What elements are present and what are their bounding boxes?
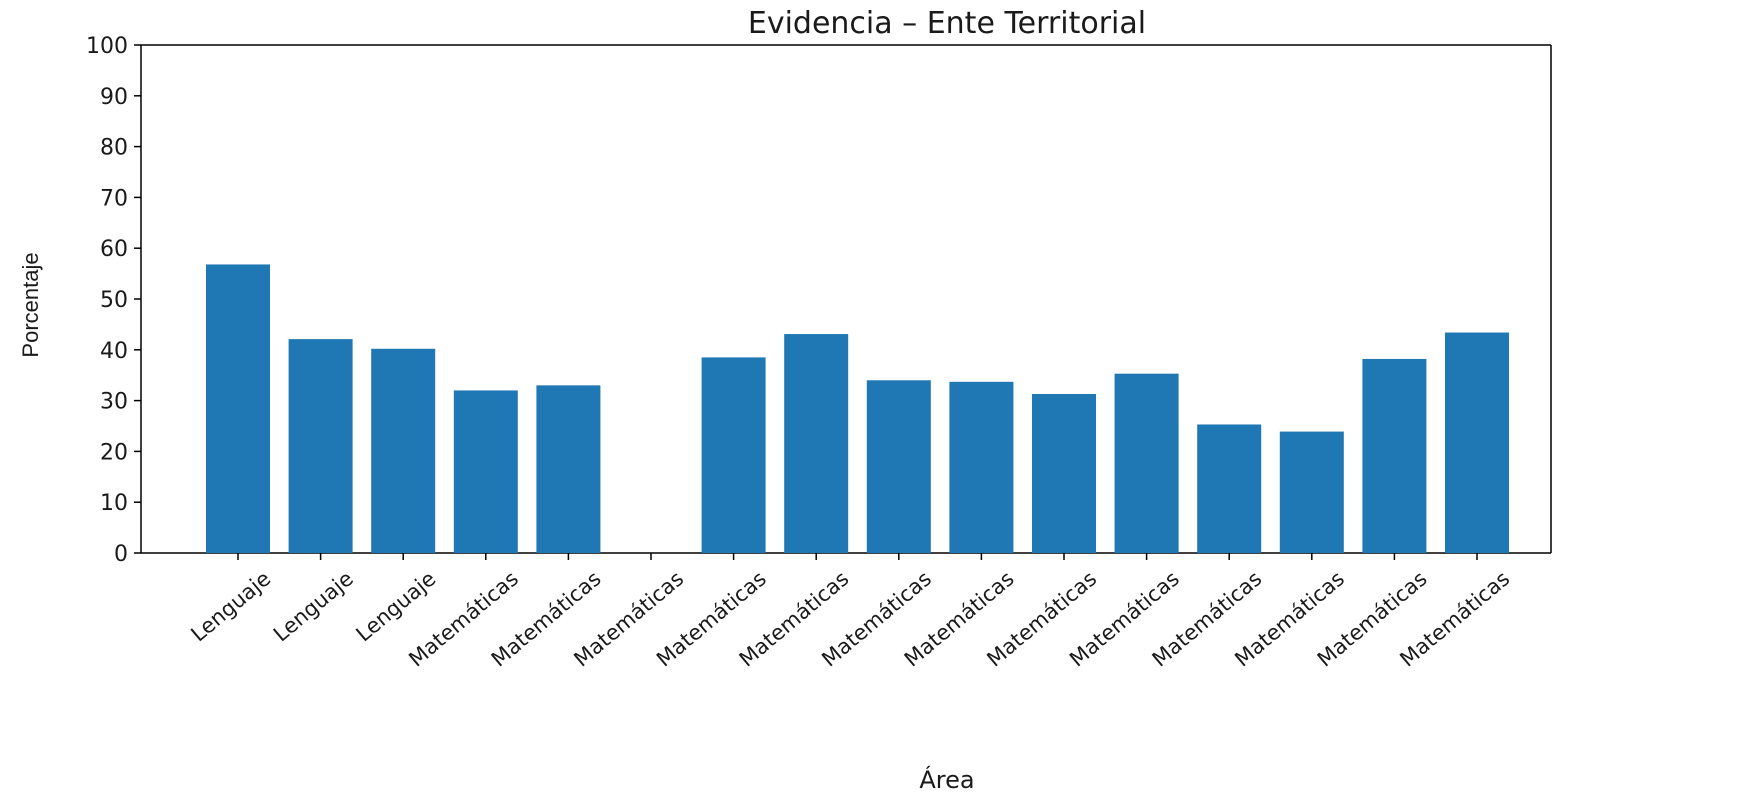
chart-title: Evidencia – Ente Territorial	[748, 6, 1146, 41]
x-tick-label: Lenguaje	[186, 566, 275, 646]
y-tick-label: 10	[100, 491, 128, 516]
y-tick-label: 80	[100, 136, 128, 161]
y-tick-label: 30	[100, 390, 128, 415]
y-tick-label: 60	[100, 237, 128, 262]
y-tick-label: 90	[100, 85, 128, 110]
bar	[1279, 431, 1344, 553]
y-tick-label: 50	[100, 288, 128, 313]
y-axis-label: Porcentaje	[18, 252, 43, 357]
bar	[949, 381, 1014, 553]
bar	[206, 264, 270, 553]
bar	[701, 357, 766, 553]
bar	[1197, 424, 1262, 553]
bar	[371, 348, 436, 553]
bar	[453, 390, 518, 553]
bar	[866, 380, 931, 553]
bars-group	[206, 264, 1509, 553]
y-tick-label: 70	[100, 186, 128, 211]
y-tick-label: 0	[114, 542, 128, 567]
bar	[784, 334, 849, 553]
x-axis-label: Área	[919, 765, 974, 794]
y-tick-label: 20	[100, 440, 128, 465]
x-tick-label: Lenguaje	[269, 566, 358, 646]
bar	[1032, 393, 1096, 553]
bar	[1445, 332, 1509, 553]
x-axis: LenguajeLenguajeLenguajeMatemáticasMatem…	[186, 553, 1514, 672]
bar	[1114, 373, 1179, 553]
y-tick-label: 40	[100, 339, 128, 364]
bar	[536, 385, 601, 553]
y-axis: 0 10 20 30 40 50 60 70 80 90 100	[86, 34, 141, 567]
bar	[288, 339, 353, 553]
bar	[1362, 358, 1427, 553]
y-tick-label: 100	[86, 34, 128, 59]
